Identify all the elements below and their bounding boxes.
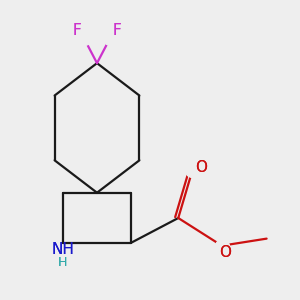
Text: F: F: [112, 23, 122, 38]
Text: NH: NH: [51, 242, 74, 257]
Text: NH: NH: [51, 242, 74, 257]
Text: O: O: [195, 160, 207, 175]
Text: O: O: [195, 160, 207, 175]
Text: F: F: [73, 23, 81, 38]
Text: O: O: [219, 245, 231, 260]
Text: O: O: [219, 245, 231, 260]
Text: F: F: [112, 23, 122, 38]
Text: F: F: [73, 23, 81, 38]
Text: H: H: [58, 256, 67, 269]
Text: H: H: [58, 256, 67, 269]
